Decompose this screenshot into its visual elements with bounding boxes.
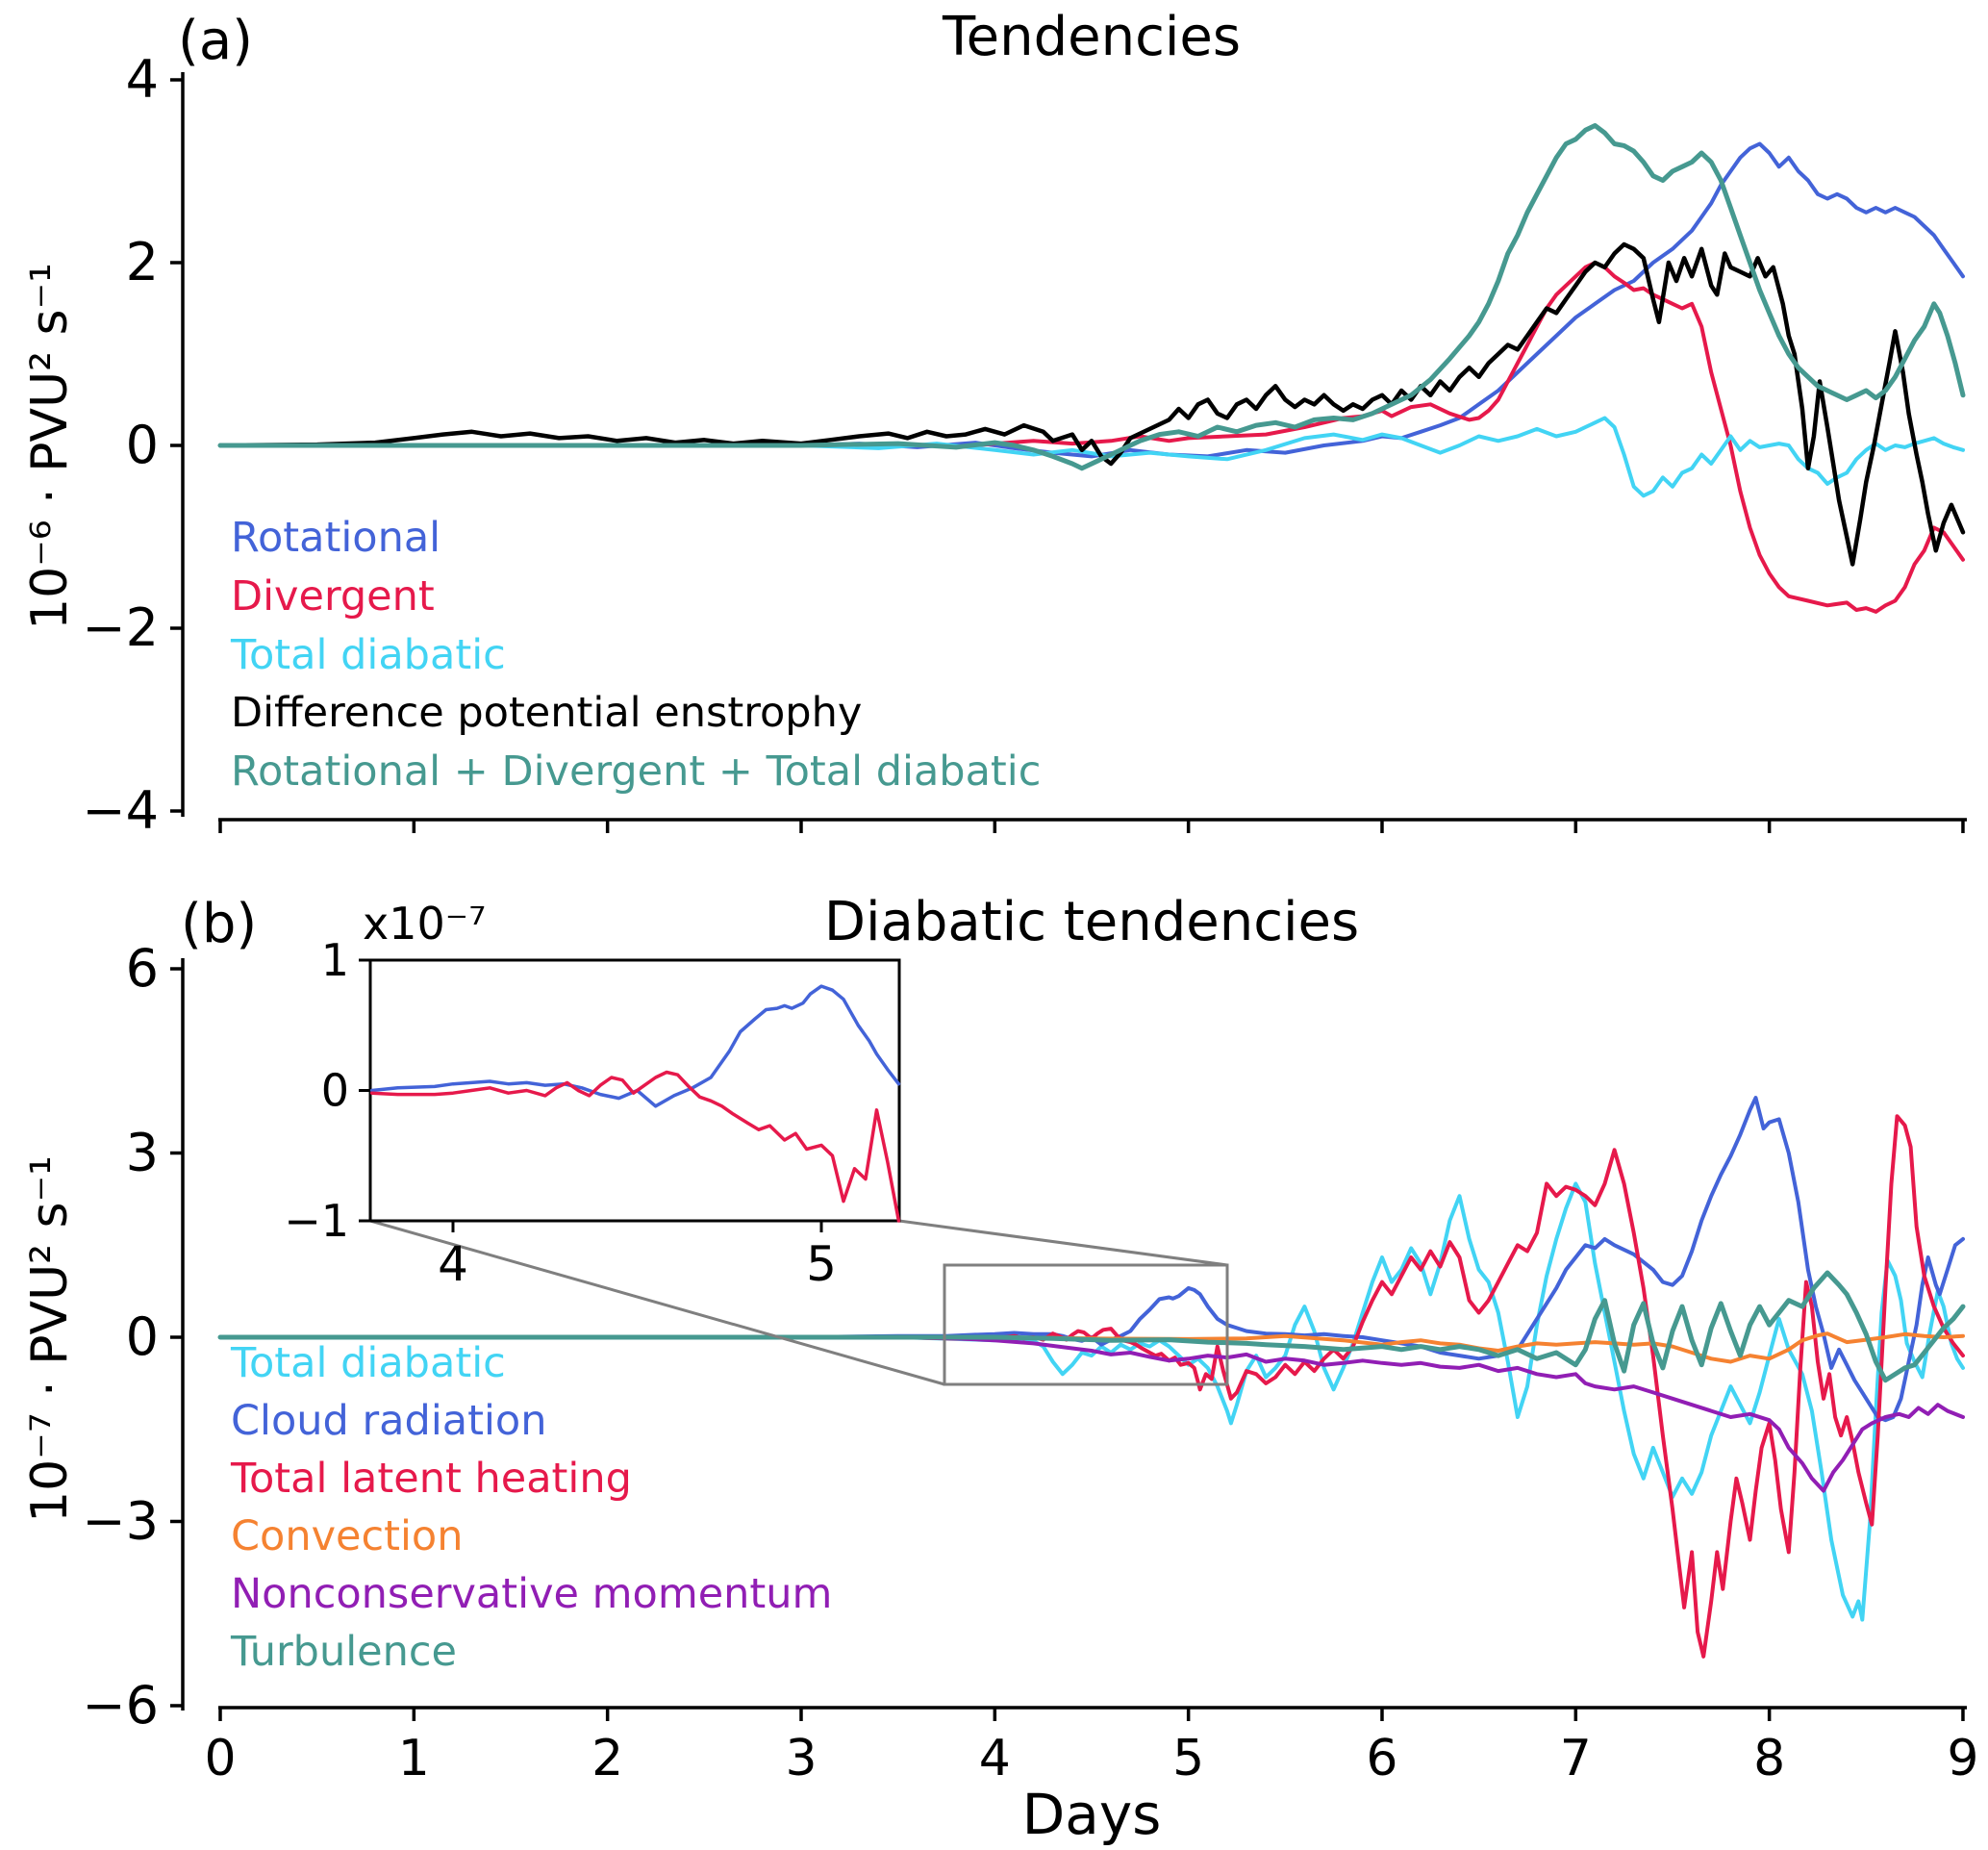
svg-text:5: 5 [806, 1236, 837, 1292]
panel-a-tag: (a) [178, 10, 254, 72]
svg-text:2: 2 [126, 232, 159, 292]
svg-text:3: 3 [785, 1730, 817, 1787]
svg-text:−6: −6 [82, 1675, 159, 1736]
svg-text:1: 1 [321, 934, 349, 986]
legend-rotational-divergent-total-diabatic: Rotational + Divergent + Total diabatic [231, 748, 1042, 796]
legend-total-diabatic-b: Total diabatic [231, 1339, 506, 1387]
legend-cloud-radiation: Cloud radiation [231, 1397, 547, 1445]
panel-a-y-axis-label: 10⁻⁶ · PVU² s⁻¹ [21, 263, 79, 630]
svg-text:6: 6 [1366, 1730, 1397, 1787]
svg-text:2: 2 [591, 1730, 623, 1787]
svg-text:−2: −2 [82, 597, 159, 658]
legend-divergent: Divergent [231, 572, 435, 621]
svg-text:5: 5 [1172, 1730, 1204, 1787]
svg-text:4: 4 [438, 1236, 468, 1292]
panel-a-title: Tendencies [942, 6, 1242, 68]
legend-difference-potential-enstrophy: Difference potential enstrophy [231, 689, 863, 737]
panel-b-title: Diabatic tendencies [823, 891, 1360, 953]
legend-turbulence: Turbulence [231, 1628, 457, 1676]
svg-text:−1: −1 [284, 1195, 349, 1247]
svg-text:6: 6 [126, 938, 159, 999]
svg-text:−3: −3 [82, 1490, 159, 1551]
svg-text:7: 7 [1560, 1730, 1592, 1787]
svg-text:0: 0 [126, 1306, 159, 1367]
svg-text:9: 9 [1947, 1730, 1978, 1787]
legend-total-diabatic-a: Total diabatic [231, 631, 506, 679]
x-axis-label: Days [1021, 1782, 1162, 1847]
panel-b-tag: (b) [181, 893, 258, 955]
legend-convection: Convection [231, 1512, 464, 1560]
svg-text:3: 3 [126, 1123, 159, 1183]
legend-rotational: Rotational [231, 514, 441, 562]
inset-scale-label: x10⁻⁷ [363, 898, 486, 950]
svg-text:−4: −4 [82, 780, 159, 841]
svg-text:8: 8 [1753, 1730, 1785, 1787]
svg-text:4: 4 [126, 49, 159, 110]
legend-total-latent-heating: Total latent heating [231, 1455, 632, 1503]
panel-b-y-axis-label: 10⁻⁷ · PVU² s⁻¹ [21, 1155, 79, 1523]
svg-text:1: 1 [398, 1730, 430, 1787]
svg-text:0: 0 [321, 1065, 349, 1117]
legend-nonconservative-momentum: Nonconservative momentum [231, 1570, 833, 1618]
svg-text:0: 0 [126, 415, 159, 475]
svg-text:0: 0 [204, 1730, 236, 1787]
svg-text:4: 4 [979, 1730, 1011, 1787]
